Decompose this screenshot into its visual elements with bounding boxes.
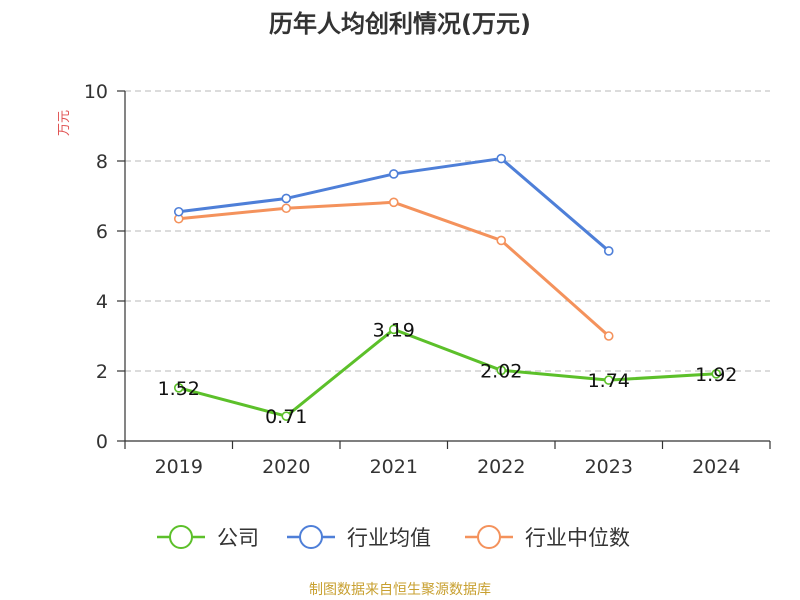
data-point[interactable] xyxy=(603,246,614,256)
data-point[interactable] xyxy=(496,153,507,164)
axes xyxy=(117,90,771,449)
x-tick-labels: 2019 2020 2021 2022 2023 2024 xyxy=(155,456,741,478)
data-point[interactable] xyxy=(603,331,614,341)
data-point[interactable] xyxy=(173,206,184,217)
y-tick-label: 10 xyxy=(84,81,108,103)
source-note: 制图数据来自恒生聚源数据库 xyxy=(309,582,491,598)
legend-swatch-marker xyxy=(299,525,323,549)
data-label: 1.74 xyxy=(588,370,630,392)
legend-label: 行业中位数 xyxy=(525,526,630,550)
x-tick-label: 2019 xyxy=(155,456,203,478)
x-tick-label: 2020 xyxy=(262,456,310,478)
legend-item-1[interactable]: 行业均值 xyxy=(287,525,431,550)
series-2 xyxy=(173,197,614,341)
data-label: 2.02 xyxy=(480,360,522,382)
data-point[interactable] xyxy=(496,365,507,376)
data-point[interactable] xyxy=(388,197,399,208)
chart-title: 历年人均创利情况(万元) xyxy=(269,10,531,38)
data-point[interactable] xyxy=(281,411,292,421)
data-point[interactable] xyxy=(173,382,184,393)
data-label: 0.71 xyxy=(265,406,307,428)
series-0: 1.52 0.71 3.19 2.02 1.74 1.92 xyxy=(158,319,738,428)
y-tick-label: 2 xyxy=(96,361,108,383)
legend-swatch-marker xyxy=(477,525,501,549)
data-label: 1.52 xyxy=(158,378,200,400)
y-tick-label: 8 xyxy=(96,151,108,173)
data-point[interactable] xyxy=(388,324,399,335)
series-group: 1.52 0.71 3.19 2.02 1.74 1.92 xyxy=(158,153,738,428)
data-point[interactable] xyxy=(388,169,399,179)
y-tick-label: 0 xyxy=(96,431,108,453)
x-tick-label: 2024 xyxy=(692,456,740,478)
data-label: 3.19 xyxy=(373,319,415,341)
x-tick-label: 2022 xyxy=(477,456,525,478)
series-1 xyxy=(173,153,614,256)
data-point[interactable] xyxy=(281,193,292,204)
x-tick-label: 2021 xyxy=(370,456,418,478)
data-point[interactable] xyxy=(711,368,722,379)
y-axis-label: 万元 xyxy=(57,110,72,136)
grid-lines xyxy=(125,90,770,372)
legend-swatch-marker xyxy=(169,525,193,549)
legend-label: 行业均值 xyxy=(347,526,431,550)
legend: 公司 行业均值 行业中位数 xyxy=(157,525,630,550)
x-tick-label: 2023 xyxy=(585,456,633,478)
y-tick-labels: 0 2 4 6 8 10 xyxy=(84,81,108,453)
legend-item-2[interactable]: 行业中位数 xyxy=(465,525,630,550)
data-point[interactable] xyxy=(496,235,507,246)
data-point[interactable] xyxy=(281,203,292,214)
legend-label: 公司 xyxy=(217,526,259,550)
y-tick-label: 6 xyxy=(96,221,108,243)
legend-item-0[interactable]: 公司 xyxy=(157,525,259,550)
series-line xyxy=(178,327,717,418)
series-line xyxy=(178,200,610,338)
data-label: 1.92 xyxy=(695,364,737,386)
data-point[interactable] xyxy=(603,375,614,385)
y-tick-label: 4 xyxy=(96,291,108,313)
